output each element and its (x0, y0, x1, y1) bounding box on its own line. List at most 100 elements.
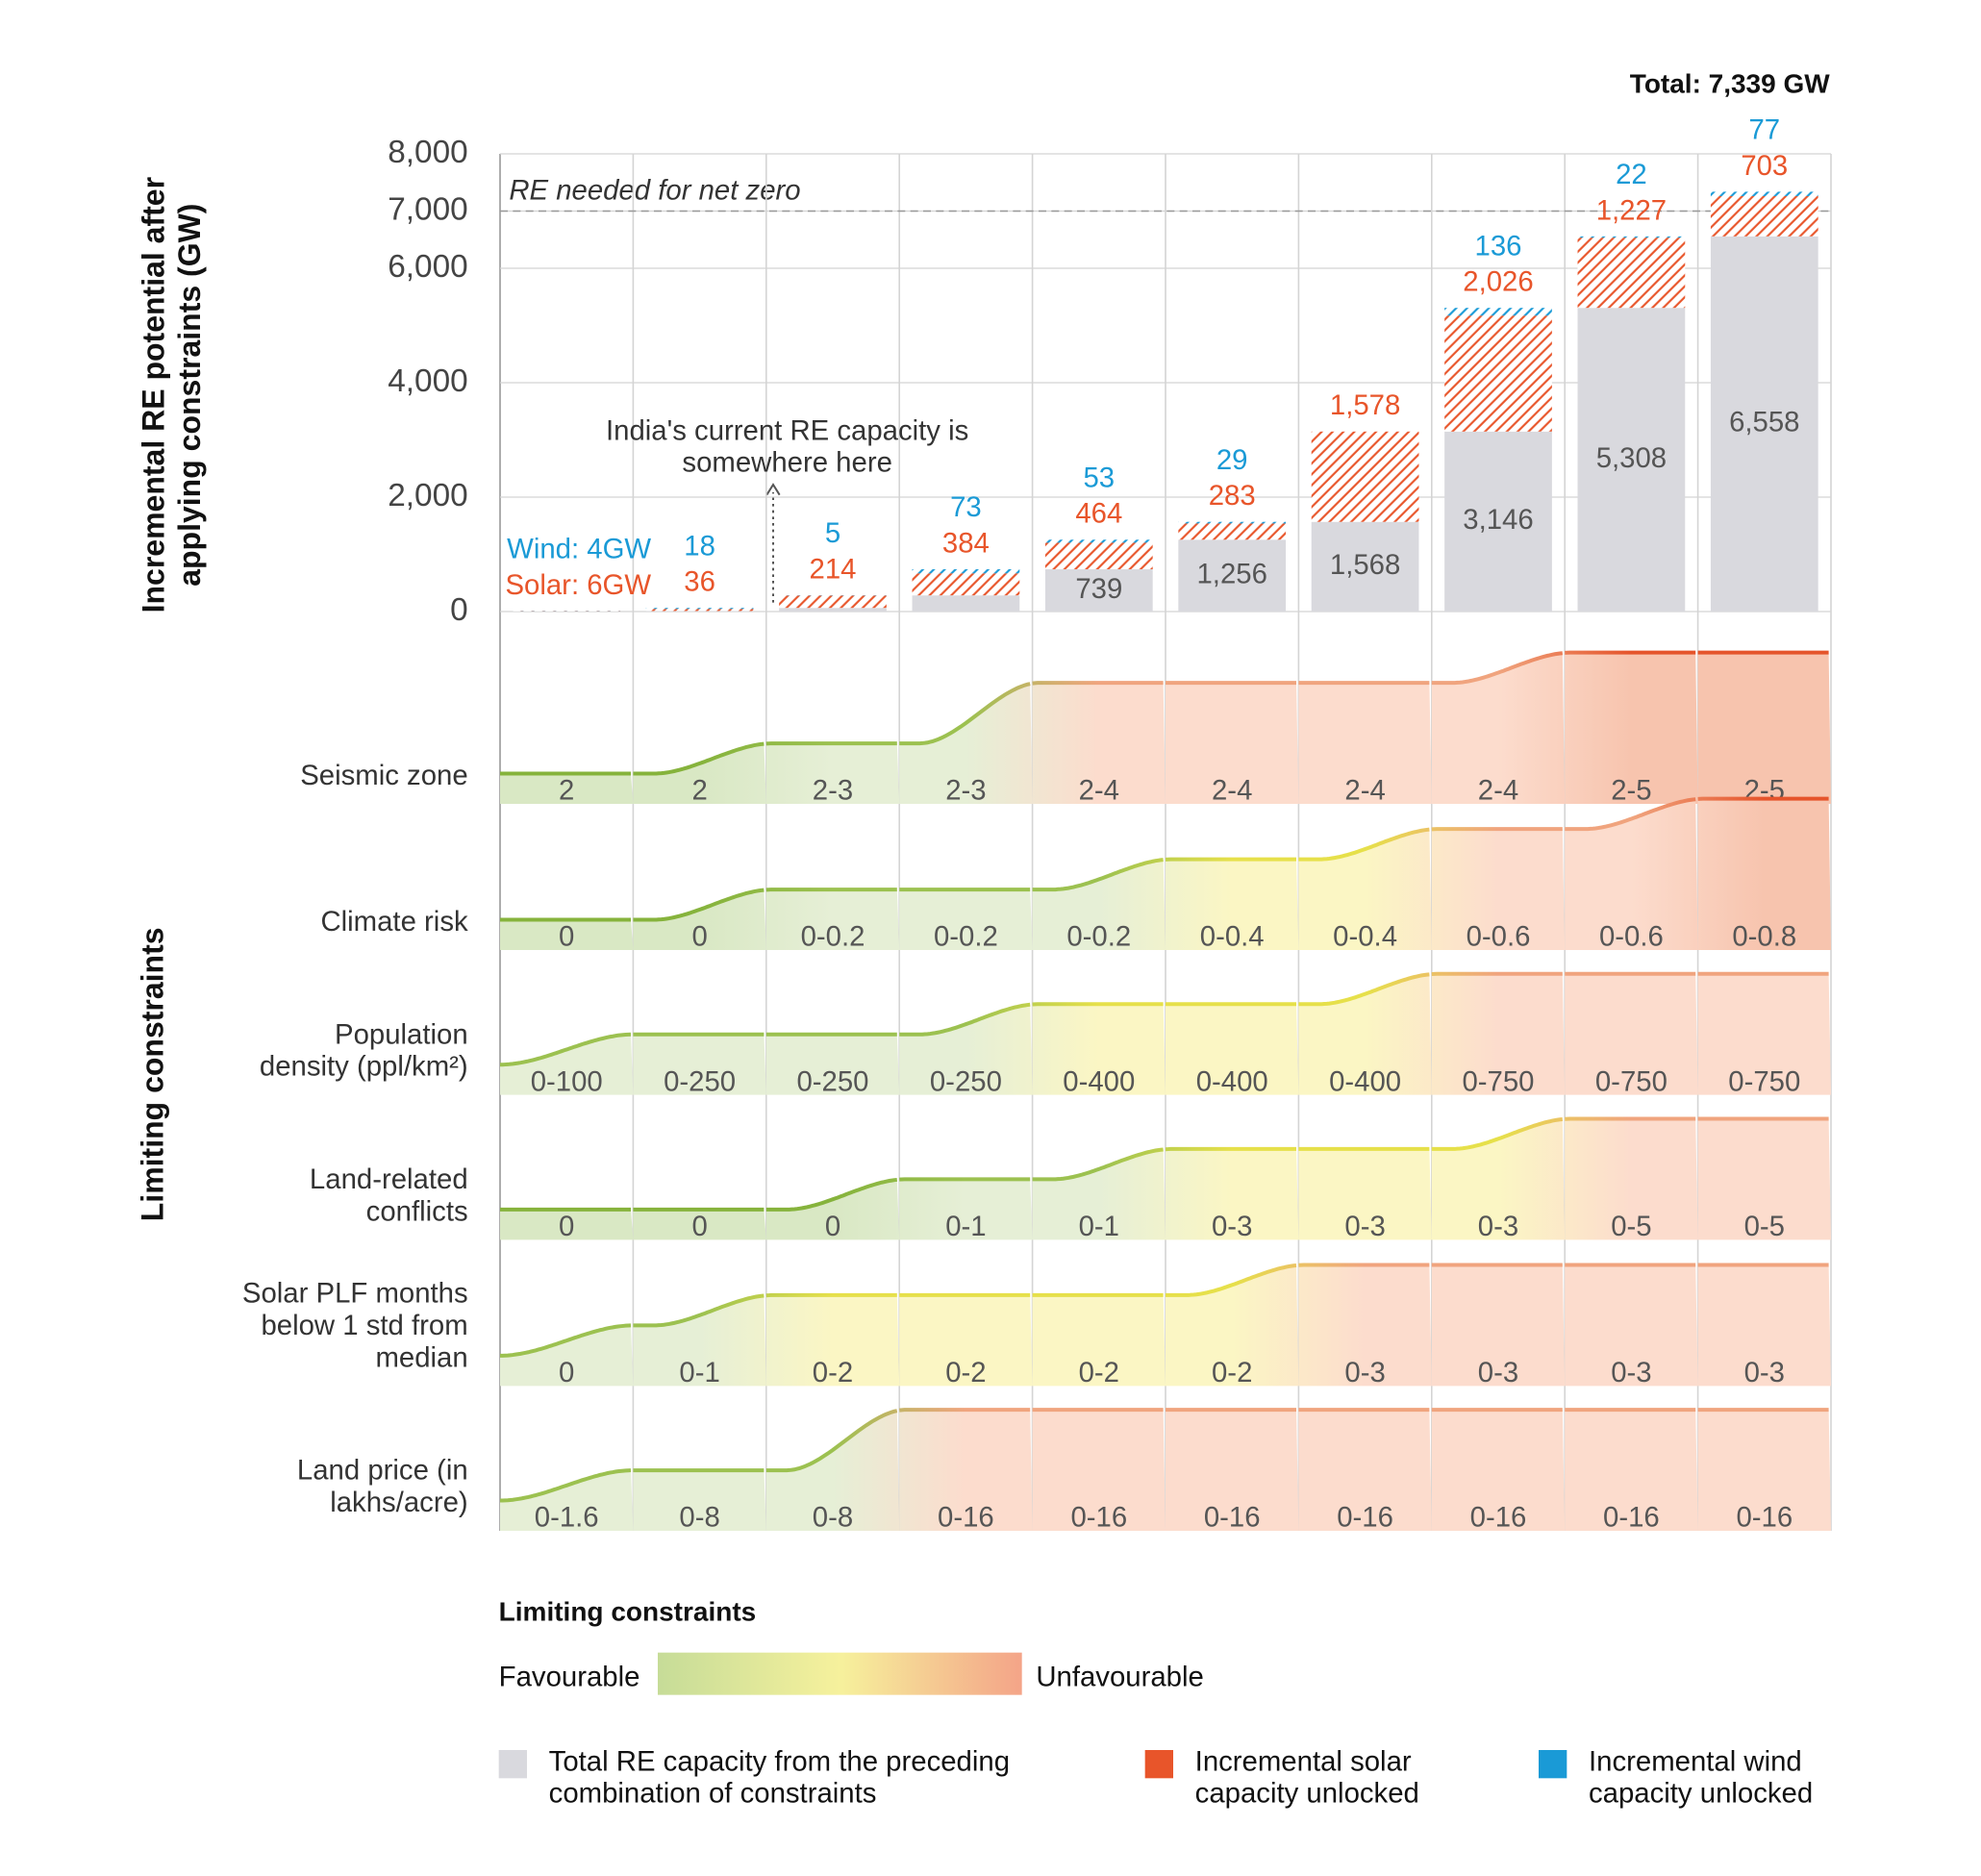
base-value-label: 3,146 (1463, 504, 1533, 536)
increment-value-label: 703 (1741, 150, 1788, 182)
y-axis-label: Incremental RE potential after applying … (137, 176, 208, 613)
constraint-value-label: 0-0.4 (1200, 921, 1265, 953)
constraint-curve (1431, 1117, 1563, 1151)
constraint-value-label: 0-3 (1478, 1357, 1518, 1388)
constraint-area (499, 1470, 634, 1531)
constraint-value-label: 0-3 (1744, 1357, 1785, 1388)
constraint-value-label: 0-2 (813, 1357, 853, 1388)
constraint-value-label: 0-1 (945, 1211, 986, 1242)
constraint-value-label: 0-0.2 (1066, 921, 1131, 953)
constraint-curve (1032, 858, 1164, 892)
legend-gradient (657, 1652, 1022, 1695)
constraint-value-label: 0-16 (1204, 1502, 1261, 1534)
constraint-value-label: 0-0.8 (1732, 921, 1796, 953)
constraint-area (1032, 860, 1166, 950)
bar-base (912, 595, 1020, 612)
constraint-value-label: 0-3 (1478, 1211, 1518, 1242)
bar-increment (645, 609, 754, 612)
constraint-value-label: 0-0.6 (1599, 921, 1664, 953)
constraint-curve (1165, 1263, 1297, 1297)
constraint-value-label: 2-4 (1079, 775, 1119, 807)
constraint-area (765, 1179, 900, 1240)
constraint-area (899, 1179, 1033, 1240)
constraint-value-label: 0 (691, 1211, 707, 1242)
reference-label: RE needed for net zero (509, 175, 800, 207)
constraint-area (1032, 683, 1166, 804)
constraint-area (499, 1209, 634, 1240)
constraint-area (1565, 1264, 1698, 1387)
constraint-value-label: 0-0.2 (801, 921, 865, 953)
constraint-value-label: 0-8 (679, 1502, 719, 1534)
total-label: Total: 7,339 GW (1630, 69, 1830, 99)
constraint-value-label: 0 (559, 1211, 574, 1242)
constraint-value-label: 0-3 (1212, 1211, 1252, 1242)
constraint-area (633, 889, 766, 950)
bar-base (779, 608, 887, 612)
increment-value-label: 214 (810, 554, 857, 586)
constraint-area (1565, 973, 1698, 1095)
constraint-value-label: 0-400 (1063, 1065, 1135, 1097)
constraint-area (1298, 1410, 1432, 1531)
constraint-curve (633, 888, 765, 922)
legend-label: Incremental solar capacity unlocked (1194, 1744, 1419, 1810)
constraint-area (899, 1004, 1033, 1095)
constraint-area (899, 1410, 1033, 1531)
constraint-area (1697, 798, 1831, 950)
bar-increment (1178, 523, 1287, 540)
constraint-area (765, 1294, 900, 1387)
base-value-label: 739 (1075, 573, 1122, 605)
bar-increment (912, 573, 1020, 596)
constraint-curve (898, 1408, 1031, 1413)
constraint-value-label: 0-8 (813, 1502, 853, 1534)
increment-value-label: 36 (684, 566, 715, 598)
constraint-area (1697, 652, 1831, 804)
constraint-area (1565, 1118, 1698, 1240)
increment-value-label: Solar: 6GW (505, 569, 651, 601)
constraint-value-label: 0-2 (1079, 1357, 1119, 1388)
constraint-value-label: 0-16 (1736, 1502, 1793, 1534)
base-value-label: 1,568 (1330, 549, 1400, 581)
constraint-area (1431, 1410, 1566, 1531)
constraint-value-label: 0-1 (1079, 1211, 1119, 1242)
constraint-area (499, 773, 634, 804)
constraint-area (765, 743, 900, 804)
constraint-value-label: 0-0.2 (934, 921, 998, 953)
constraint-value-label: 0-5 (1611, 1211, 1651, 1242)
constraint-value-label: 0 (559, 1357, 574, 1388)
constraint-area (1697, 1118, 1831, 1240)
constraint-name: Population density (ppl/km²) (259, 1017, 468, 1083)
constraint-value-label: 0-750 (1595, 1065, 1668, 1097)
increment-value-label: 29 (1216, 444, 1248, 476)
annotation: India's current RE capacity is somewhere… (605, 413, 969, 479)
constraint-area (899, 889, 1033, 950)
constraint-area (1165, 1148, 1299, 1240)
constraint-value-label: 0-3 (1344, 1211, 1385, 1242)
constraint-curve (499, 1032, 632, 1067)
constraint-value-label: 0 (559, 921, 574, 953)
bar-increment (779, 595, 887, 609)
legend-low: Favourable (498, 1660, 640, 1692)
constraint-area (1431, 829, 1566, 950)
increment-value-label: Wind: 4GW (507, 533, 651, 564)
constraint-curve (633, 741, 765, 776)
constraint-value-label: 0-100 (531, 1065, 603, 1097)
legend-label: Total RE capacity from the preceding com… (548, 1744, 1011, 1810)
legend-title: Limiting constraints (498, 1597, 757, 1627)
constraint-value-label: 0-2 (1212, 1357, 1252, 1388)
constraint-curve (1298, 827, 1430, 862)
constraint-value-label: 0-2 (945, 1357, 986, 1388)
bar-increment (1044, 542, 1153, 570)
constraint-value-label: 0-16 (1337, 1502, 1393, 1534)
constraint-area (633, 1034, 766, 1095)
bar-base (1577, 308, 1686, 612)
constraint-area (1165, 1004, 1299, 1095)
constraint-value-label: 2-5 (1611, 775, 1651, 807)
constraint-name: Land-related conflicts (309, 1163, 468, 1227)
y-tick-label: 8,000 (388, 135, 467, 170)
bar-increment (912, 568, 1020, 574)
constraint-curve (1032, 681, 1164, 686)
increment-value-label: 73 (950, 491, 982, 523)
legend-high: Unfavourable (1036, 1660, 1204, 1692)
bar-base (1178, 539, 1287, 612)
constraint-area (1032, 1410, 1166, 1531)
